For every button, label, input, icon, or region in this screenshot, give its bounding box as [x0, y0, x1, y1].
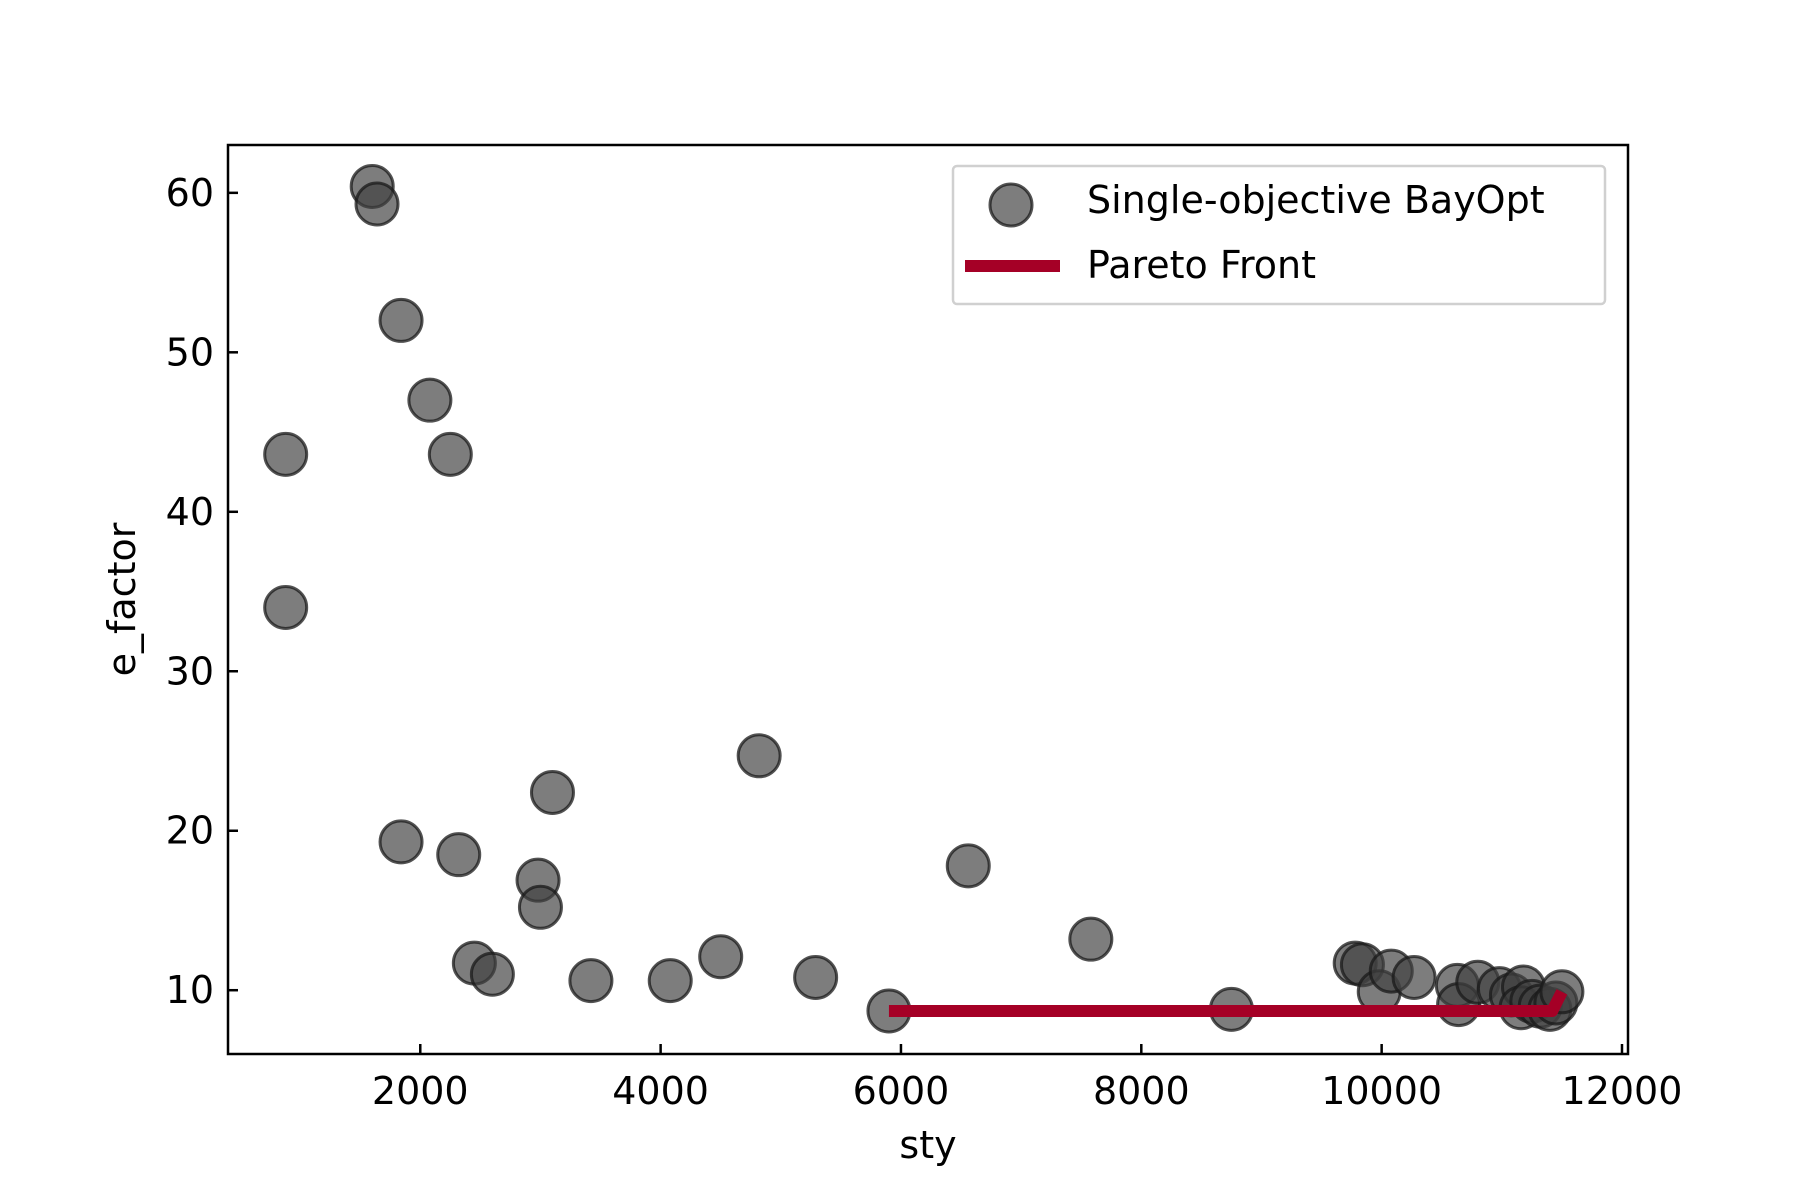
x-tick-label: 12000 [1562, 1069, 1683, 1113]
scatter-point-20 [793, 954, 839, 1000]
scatter-points [263, 163, 1585, 1034]
scatter-point-27 [1391, 954, 1437, 1000]
legend-marker-scatter [988, 182, 1034, 228]
x-tick-label: 4000 [612, 1069, 709, 1113]
scatter-point-8 [529, 769, 575, 815]
x-tick-label: 6000 [853, 1069, 950, 1113]
scatter-point-3 [407, 377, 453, 423]
legend-label-line: Pareto Front [1087, 243, 1316, 287]
x-axis-label: sty [899, 1123, 956, 1167]
scatter-point-17 [568, 958, 614, 1004]
x-tick-label: 2000 [372, 1069, 469, 1113]
scatter-point-14 [1068, 916, 1114, 962]
y-tick-label: 60 [166, 171, 214, 215]
legend-label-scatter: Single-objective BayOpt [1087, 178, 1545, 222]
legend: Single-objective BayOpt Pareto Front [951, 164, 1607, 306]
scatter-point-16 [469, 951, 515, 997]
scatter-point-7 [736, 733, 782, 779]
pareto-front-line [888, 989, 1568, 1017]
plot-frame [226, 143, 1630, 1056]
legend-box [951, 164, 1607, 306]
y-tick-label: 40 [166, 490, 214, 534]
y-tick-label: 30 [166, 649, 214, 693]
pareto-front-line-group [888, 989, 1568, 1017]
scatter-point-9 [378, 819, 424, 865]
scatter-point-4 [427, 431, 473, 477]
scatter-point-5 [263, 431, 309, 477]
x-axis-ticks: 2000 4000 6000 8000 10000 12000 [372, 1044, 1683, 1113]
scatter-point-18 [647, 958, 693, 1004]
scatter-point-19 [698, 934, 744, 980]
x-tick-label: 8000 [1093, 1069, 1190, 1113]
y-axis-ticks: 10 20 30 40 50 60 [166, 171, 238, 1012]
y-axis-label: e_factor [100, 522, 144, 676]
scatter-point-1 [354, 181, 400, 227]
y-tick-label: 10 [166, 968, 214, 1012]
scatter-point-12 [517, 884, 563, 930]
y-tick-label: 50 [166, 330, 214, 374]
scatter-point-6 [263, 584, 309, 630]
scatter-point-10 [436, 832, 482, 878]
y-tick-label: 20 [166, 809, 214, 853]
x-tick-label: 10000 [1321, 1069, 1442, 1113]
scatter-point-13 [945, 843, 991, 889]
scatter-point-2 [378, 297, 424, 343]
